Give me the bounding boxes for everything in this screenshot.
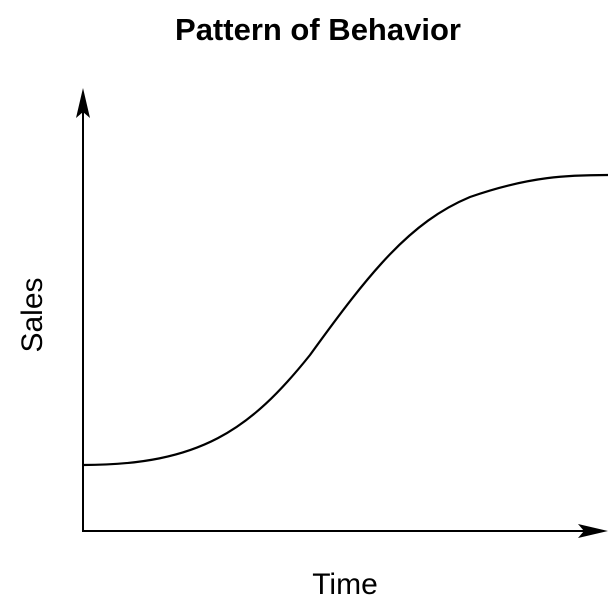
- title: Pattern of Behavior: [175, 12, 461, 47]
- x-axis-label: Time: [312, 568, 378, 601]
- behavior-curve: [82, 173, 609, 467]
- x-axis-arrow: [578, 524, 608, 538]
- y-axis-arrow: [76, 88, 90, 118]
- y-axis-label: Sales: [16, 277, 49, 352]
